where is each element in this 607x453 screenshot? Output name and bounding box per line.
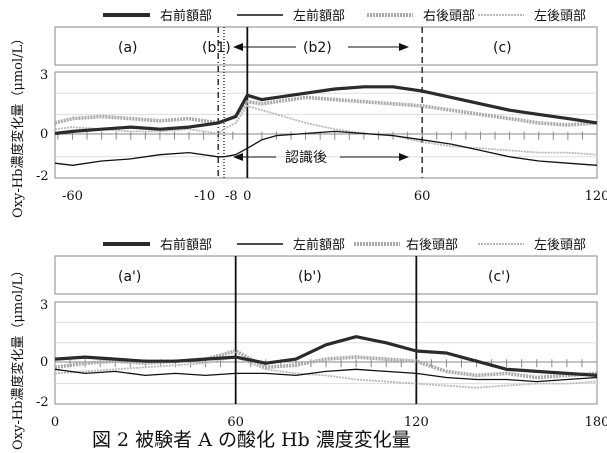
xtick-label: 60	[227, 415, 244, 430]
chart-bottom: 右前額部 左前額部 右後頭部 左後頭部 (a') (b') (c') 3 0 -…	[10, 237, 607, 450]
phase-markers-bottom	[234, 256, 418, 404]
series-line-right-occipital	[54, 95, 598, 127]
annotation-arrowhead-right	[399, 153, 409, 161]
ytick-bottom-minus2: -2	[36, 395, 49, 410]
plot-area-top	[54, 71, 598, 179]
phase-label-b2: (b2)	[303, 40, 332, 56]
figure-caption: 図 2 被験者 A の酸化 Hb 濃度変化量	[92, 429, 411, 451]
legend-label-left-occipital: 左後頭部	[534, 9, 586, 24]
xtick-labels-top: -60 -10 -8 0 60 120	[62, 189, 607, 204]
legend-label-right-frontal: 右前額部	[160, 8, 212, 24]
series-line-left-occipital	[54, 105, 598, 156]
xtick-label: -60	[62, 189, 83, 204]
series-line-right-frontal	[54, 85, 598, 136]
series-line-right-frontal	[54, 335, 598, 377]
annotation-recognition: 認識後	[285, 150, 327, 166]
legend-label-right-occipital: 右後頭部	[406, 238, 458, 253]
xtick-label: 0	[243, 189, 251, 204]
series-lines-top	[54, 85, 598, 166]
chart-top: 右前額部 左前額部 右後頭部 左後頭部 (a) (b1) (b2) (c) 3 …	[10, 8, 607, 218]
phase-label-c-prime: (c')	[488, 269, 510, 285]
xtick-label: -8	[225, 189, 238, 204]
ytick-top-minus2: -2	[36, 169, 49, 184]
legend-label-left-occipital: 左後頭部	[534, 238, 586, 253]
legend-label-left-frontal: 左前額部	[293, 8, 345, 24]
ylabel-top: Oxy-Hb濃度変化量（μmol/L）	[10, 32, 26, 218]
ytick-bottom-3: 3	[40, 298, 48, 313]
xtick-label: -10	[194, 189, 215, 204]
series-line-left-frontal	[54, 130, 598, 166]
minor-ticks-top	[57, 131, 598, 140]
xtick-label: 180	[585, 415, 607, 430]
xtick-label: 120	[404, 415, 429, 430]
series-lines-bottom	[54, 335, 598, 389]
gridlines-top	[55, 92, 597, 158]
legend-label-left-frontal: 左前額部	[293, 237, 345, 253]
series-line-left-occipital	[54, 356, 598, 389]
legend-bottom: 右前額部 左前額部 右後頭部 左後頭部	[103, 237, 586, 253]
ytick-top-0: 0	[40, 127, 48, 142]
xtick-label: 60	[414, 189, 431, 204]
phase-label-b-prime: (b')	[298, 269, 322, 285]
b2-arrowhead-left	[233, 43, 243, 51]
phase-label-c: (c)	[493, 40, 512, 56]
annotation-arrowhead-left	[233, 153, 243, 161]
xtick-label: 0	[51, 415, 59, 430]
xtick-label: 120	[585, 189, 607, 204]
phase-box-top	[54, 26, 598, 66]
phase-label-a: (a)	[118, 40, 138, 56]
series-line-left-frontal	[54, 368, 598, 383]
legend-top: 右前額部 左前額部 右後頭部 左後頭部	[103, 8, 586, 24]
ytick-top-3: 3	[40, 68, 48, 83]
legend-label-right-frontal: 右前額部	[160, 237, 212, 253]
ylabel-bottom: Oxy-Hb濃度変化量（μmol/L）	[10, 264, 26, 450]
xtick-labels-bottom: 0 60 120 180	[51, 415, 607, 430]
plot-area-bottom	[54, 301, 598, 405]
legend-label-right-occipital: 右後頭部	[423, 9, 475, 24]
series-line-right-occipital	[54, 349, 598, 380]
b2-arrowhead-right	[399, 43, 409, 51]
ytick-bottom-0: 0	[40, 355, 48, 370]
phase-label-a-prime: (a')	[118, 269, 141, 285]
phase-label-b1: (b1)	[202, 40, 231, 56]
gridlines-bottom	[55, 321, 597, 385]
phase-box-bottom	[54, 255, 598, 295]
